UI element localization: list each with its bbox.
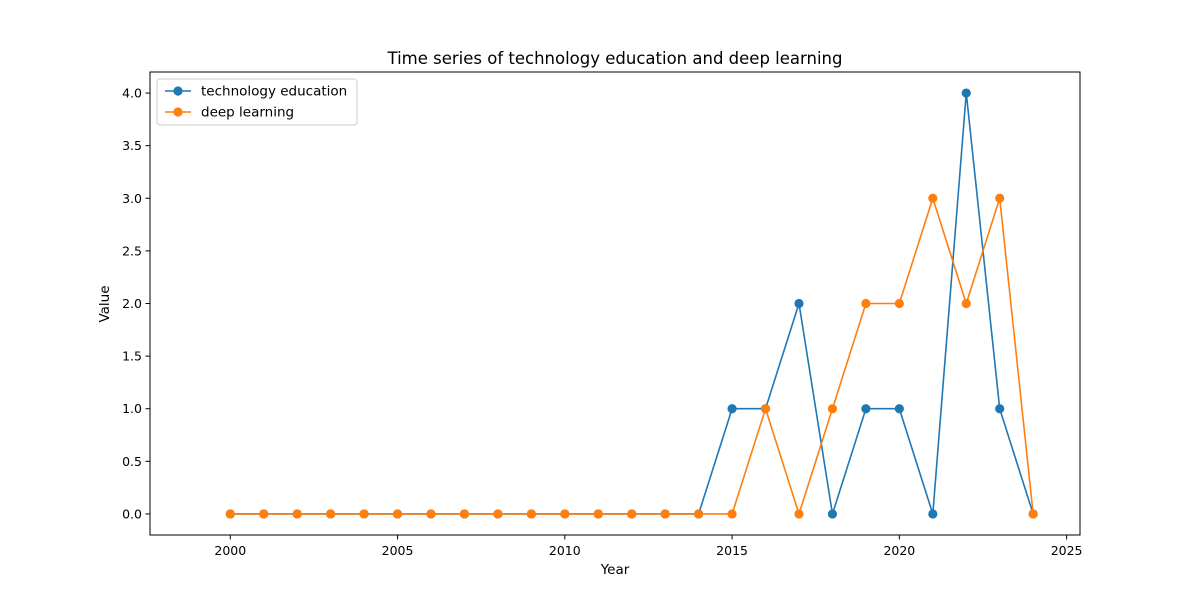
legend-marker-technology-education xyxy=(173,86,183,96)
data-point-technology-education xyxy=(928,509,938,519)
data-point-deep-learning xyxy=(292,509,302,519)
x-tick-label: 2025 xyxy=(1051,543,1083,558)
y-tick-label: 1.5 xyxy=(122,349,142,364)
data-point-technology-education xyxy=(861,404,871,414)
data-point-technology-education xyxy=(794,298,804,309)
y-axis: 0.0 0.5 1.0 1.5 2.0 2.5 3.0 3.5 4.0 xyxy=(122,86,150,521)
data-point-technology-education xyxy=(827,509,838,519)
data-point-deep-learning xyxy=(326,509,336,519)
data-point-deep-learning xyxy=(660,509,670,519)
y-axis-label: Value xyxy=(97,285,113,322)
data-point-technology-education xyxy=(727,404,737,414)
data-point-deep-learning xyxy=(359,509,369,519)
y-tick-label: 0.0 xyxy=(122,506,142,521)
legend: technology education deep learning xyxy=(156,78,358,126)
x-tick-label: 2015 xyxy=(716,543,748,558)
legend-label-technology-education: technology education xyxy=(201,84,347,100)
data-point-deep-learning xyxy=(259,509,269,519)
data-point-deep-learning xyxy=(961,298,971,309)
legend-box xyxy=(156,78,358,126)
data-point-deep-learning xyxy=(861,298,871,309)
data-point-deep-learning xyxy=(627,509,637,519)
data-point-deep-learning xyxy=(1028,509,1038,519)
legend-items: technology education deep learning xyxy=(165,84,347,121)
y-tick-label: 3.0 xyxy=(122,191,142,206)
data-point-deep-learning xyxy=(760,404,771,414)
data-point-deep-learning xyxy=(593,509,603,519)
data-point-deep-learning xyxy=(827,404,838,414)
y-tick-label: 0.5 xyxy=(122,454,142,469)
y-tick-label: 3.5 xyxy=(122,138,142,153)
x-tick-label: 2000 xyxy=(214,543,246,558)
data-point-deep-learning xyxy=(426,509,436,519)
y-tick-label: 4.0 xyxy=(122,86,142,101)
data-point-deep-learning xyxy=(459,509,470,519)
data-point-technology-education xyxy=(995,404,1005,414)
data-point-technology-education xyxy=(961,88,971,98)
plot-area xyxy=(225,88,1038,519)
legend-marker-deep-learning xyxy=(173,107,183,117)
legend-label-deep-learning: deep learning xyxy=(201,105,294,121)
y-tick-label: 2.0 xyxy=(122,296,142,311)
x-axis: 2000 2005 2010 2015 2020 2025 xyxy=(214,535,1083,558)
data-point-deep-learning xyxy=(493,509,503,519)
x-tick-label: 2005 xyxy=(382,543,414,558)
data-point-deep-learning xyxy=(225,509,235,519)
data-point-technology-education xyxy=(894,404,904,414)
chart-title: Time series of technology education and … xyxy=(387,49,843,68)
y-tick-label: 2.5 xyxy=(122,243,142,258)
x-tick-label: 2010 xyxy=(549,543,581,558)
data-point-deep-learning xyxy=(995,193,1005,203)
data-point-deep-learning xyxy=(794,509,804,519)
x-tick-label: 2020 xyxy=(883,543,915,558)
data-point-deep-learning xyxy=(727,509,737,519)
data-point-deep-learning xyxy=(526,509,536,519)
data-point-deep-learning xyxy=(894,298,904,309)
data-point-deep-learning xyxy=(392,509,403,519)
data-point-deep-learning xyxy=(560,509,570,519)
data-point-deep-learning xyxy=(694,509,704,519)
data-point-deep-learning xyxy=(928,193,938,203)
series-deep-learning xyxy=(225,193,1038,519)
y-tick-label: 1.0 xyxy=(122,401,142,416)
x-axis-label: Year xyxy=(600,562,630,578)
